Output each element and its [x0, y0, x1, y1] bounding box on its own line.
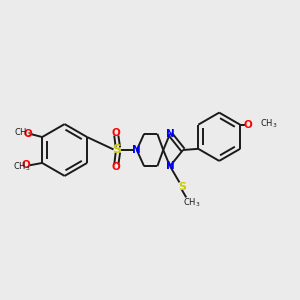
Text: CH$_3$: CH$_3$: [14, 127, 32, 139]
Text: N: N: [166, 161, 174, 171]
Text: O: O: [112, 128, 121, 138]
Text: N: N: [166, 129, 174, 139]
Text: O: O: [22, 160, 30, 170]
Text: CH$_3$: CH$_3$: [260, 118, 278, 130]
Text: CH$_3$: CH$_3$: [13, 160, 30, 173]
Text: S: S: [178, 182, 186, 192]
Text: N: N: [132, 145, 141, 155]
Text: O: O: [112, 162, 121, 172]
Text: O: O: [23, 129, 32, 139]
Text: CH$_3$: CH$_3$: [183, 196, 200, 209]
Text: O: O: [244, 120, 252, 130]
Text: S: S: [112, 143, 122, 157]
